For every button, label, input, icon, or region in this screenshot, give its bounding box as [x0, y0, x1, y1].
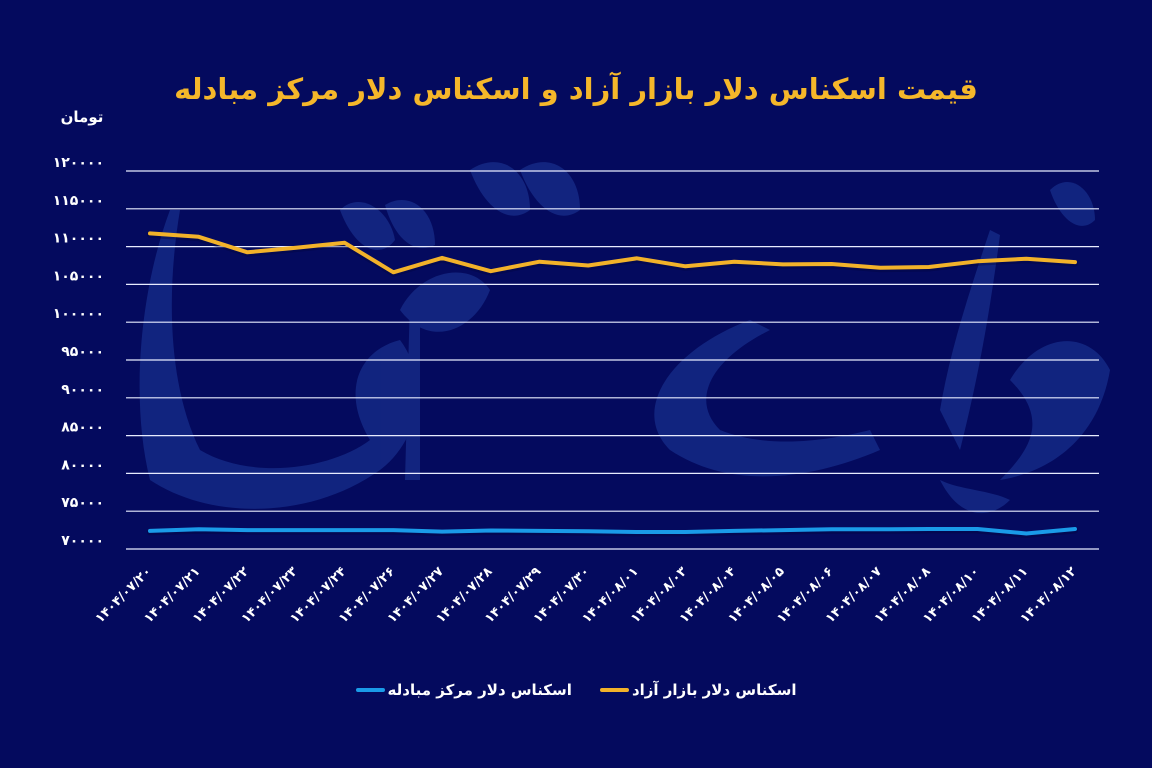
legend-swatch-free-market: [599, 688, 629, 692]
x-axis-ticks: ۱۴۰۴/۰۷/۲۰۱۴۰۴/۰۷/۲۱۱۴۰۴/۰۷/۲۲۱۴۰۴/۰۷/۲۳…: [93, 564, 1080, 626]
legend-label-free-market: اسکناس دلار بازار آزاد: [631, 681, 797, 699]
series-line-exchange-center: [148, 527, 1077, 536]
y-tick-label: ۱۰۵۰۰۰: [53, 268, 104, 284]
y-tick-label: ۱۰۰۰۰۰: [53, 306, 104, 322]
y-tick-label: ۱۱۵۰۰۰: [53, 193, 104, 209]
legend-item-exchange-center[interactable]: اسکناس دلار مرکز مبادله: [355, 681, 572, 699]
legend-item-free-market[interactable]: اسکناس دلار بازار آزاد: [599, 681, 797, 699]
y-axis-unit-label: تومان: [60, 108, 104, 126]
y-tick-label: ۸۵۰۰۰: [61, 420, 104, 436]
y-tick-label: ۱۱۰۰۰۰: [53, 231, 104, 247]
y-tick-label: ۱۲۰۰۰۰: [53, 155, 104, 171]
y-tick-label: ۸۰۰۰۰: [61, 457, 104, 473]
legend-swatch-exchange-center: [355, 688, 385, 692]
y-tick-label: ۹۰۰۰۰: [61, 382, 104, 398]
legend-label-exchange-center: اسکناس دلار مرکز مبادله: [387, 681, 572, 699]
series-line-free-market: [148, 231, 1077, 275]
gridlines: [126, 170, 1099, 550]
y-tick-label: ۹۵۰۰۰: [61, 344, 104, 360]
data-series: [147, 231, 1078, 538]
y-tick-label: ۷۵۰۰۰: [61, 495, 104, 511]
y-axis-ticks: ۱۲۰۰۰۰ ۱۱۵۰۰۰ ۱۱۰۰۰۰ ۱۰۵۰۰۰ ۱۰۰۰۰۰ ۹۵۰۰۰ ۹۰۰۰۰…: [53, 155, 104, 549]
y-tick-label: ۷۰۰۰۰: [61, 533, 104, 549]
chart-title: قیمت اسکناس دلار بازار آزاد و اسکناس دلا…: [174, 72, 978, 106]
chart-legend: اسکناس دلار بازار آزاد اسکناس دلار مرکز …: [0, 676, 1152, 704]
